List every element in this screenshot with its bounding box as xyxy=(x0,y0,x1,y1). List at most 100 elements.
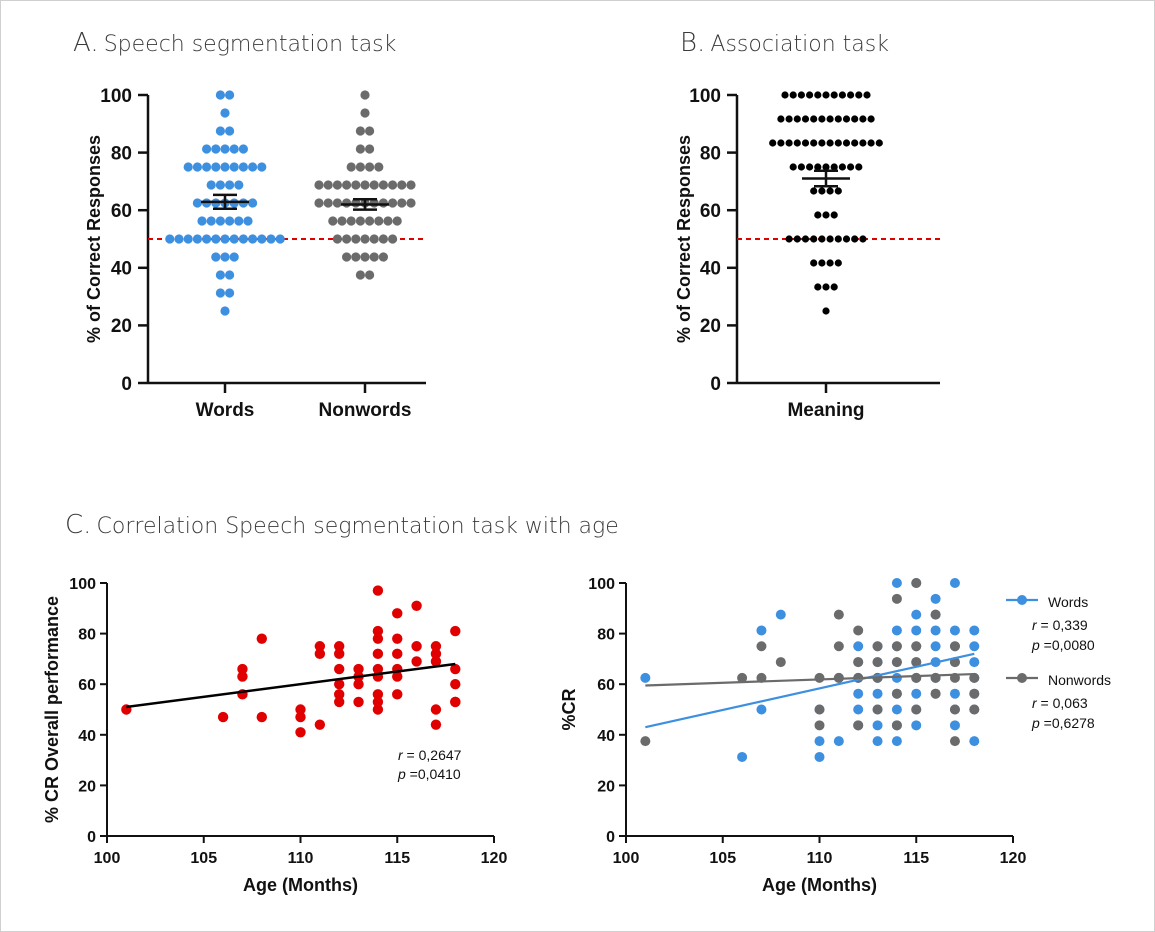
panel-c2-words-data-point xyxy=(853,688,864,699)
panel-c2-nonwords-data-point xyxy=(949,641,960,652)
panel-a-title-text: Speech segmentation task xyxy=(103,32,397,57)
panel-b-meaning-data-point xyxy=(855,91,863,99)
panel-b-meaning-data-point xyxy=(793,139,801,147)
panel-c1-data-point xyxy=(353,696,364,708)
panel-c1-data-point xyxy=(430,648,442,660)
panel-c2-x-tick-label: 115 xyxy=(903,850,929,867)
panel-a-words-data-point xyxy=(229,234,239,244)
panel-c1-x-tick-label: 120 xyxy=(481,850,508,867)
panel-b-y-tick-label: 0 xyxy=(710,374,721,395)
panel-c1-p-stat: p =0,0410 xyxy=(397,766,461,782)
panel-c1-data-point xyxy=(430,704,442,715)
panel-c2-words-data-point xyxy=(930,625,941,636)
panel-b-meaning-data-point xyxy=(834,187,842,195)
panel-c1-data-point xyxy=(372,704,384,715)
panel-a-words-data-point xyxy=(165,234,175,244)
panel-c2-nonwords-data-point xyxy=(911,641,922,652)
panel-a-nonwords-data-point xyxy=(383,216,393,226)
panel-a-words-data-point xyxy=(202,162,212,172)
panel-a-x-tick-label: Nonwords xyxy=(319,400,412,421)
panel-c1-data-point xyxy=(372,663,384,675)
panel-a-words-data-point xyxy=(248,234,258,244)
panel-c2-nonwords-data-point xyxy=(891,688,902,699)
panel-b-meaning-data-point xyxy=(818,139,826,147)
panel-c1-data-point xyxy=(392,671,403,682)
panel-b-meaning-data-point xyxy=(806,91,814,99)
panel-b-meaning-data-point xyxy=(834,235,842,243)
panel-c1-x-axis-label: Age (Months) xyxy=(243,875,358,895)
panel-c2-words-data-point xyxy=(911,720,922,731)
panel-c1-y-tick-label: 0 xyxy=(87,829,96,846)
panel-c2-words-regression-line xyxy=(645,652,975,729)
panel-a-nonwords-data-point xyxy=(328,216,338,226)
panel-c2-x-axis-label: Age (Months) xyxy=(762,875,877,895)
panel-c1-data-point xyxy=(334,663,345,675)
panel-b-meaning-data-point xyxy=(855,163,863,171)
panel-a-words-data-point xyxy=(225,270,235,280)
panel-a-words-data-point xyxy=(202,144,212,154)
panel-b-y-tick-label: 40 xyxy=(700,259,721,280)
panel-c2-legend-words-p-label: p xyxy=(1031,637,1040,653)
panel-a-nonwords-data-point xyxy=(378,234,388,244)
panel-c2-words-data-point xyxy=(891,625,902,636)
panel-a-y-tick-label: 80 xyxy=(111,143,132,164)
panel-a-words-data-point xyxy=(257,234,267,244)
panel-c2-x-tick-label: 120 xyxy=(1000,850,1027,867)
panel-a-words-data-point xyxy=(225,288,235,298)
panel-b-meaning-data-point xyxy=(826,187,834,195)
panel-a-nonwords-data-point xyxy=(346,162,356,172)
panel-c2-words-data-point xyxy=(949,688,960,699)
panel-a-nonwords-data-point xyxy=(406,180,416,190)
panel-b-meaning-data-point xyxy=(810,187,818,195)
panel-c2-legend-nonwords-p-stat: p =0,6278 xyxy=(1031,715,1095,731)
panel-c1-data-point xyxy=(353,679,364,690)
panel-c2-y-tick-label: 60 xyxy=(597,677,615,694)
panel-c2-nonwords-data-point xyxy=(833,641,844,652)
panel-a-y-tick-label: 60 xyxy=(111,201,132,222)
panel-c2-nonwords-data-point xyxy=(911,704,922,715)
panel-b-meaning-data-point xyxy=(842,139,851,147)
panel-c1-data-point xyxy=(372,625,384,637)
panel-a-words-data-point xyxy=(215,90,225,100)
panel-b-meaning-data-point xyxy=(851,115,859,123)
panel-c1-data-point xyxy=(450,625,461,637)
panel-a-y-tick-label: 20 xyxy=(111,316,132,337)
panel-a-nonwords-data-point xyxy=(365,126,375,136)
panel-b-meaning-data-point xyxy=(859,235,867,243)
panel-b-meaning-data-point xyxy=(822,307,830,315)
panel-c2-nonwords-data-point xyxy=(969,672,980,683)
panel-c2-nonwords-data-point xyxy=(814,720,825,731)
panel-c1-data-point xyxy=(372,585,384,596)
panel-a-nonwords-data-point xyxy=(355,126,365,136)
panel-b-meaning-data-point xyxy=(826,259,834,267)
panel-c2-words-data-point xyxy=(814,751,825,762)
panel-c2-nonwords-data-point xyxy=(872,704,883,715)
panel-c1-data-point xyxy=(372,689,384,700)
panel-c1-data-point xyxy=(372,696,384,708)
panel-c1-data-point xyxy=(334,648,345,660)
panel-b-meaning-data-point xyxy=(797,91,806,99)
panel-b-meaning-data-point xyxy=(830,211,838,219)
panel-a-words-data-point xyxy=(238,234,248,244)
panel-c1-p-label: p xyxy=(397,766,406,782)
panel-b-meaning-data-point xyxy=(789,91,797,99)
panel-b-meaning-data-point xyxy=(826,235,834,243)
panel-a-words-data-point xyxy=(243,216,253,226)
panel-c2-nonwords-data-point xyxy=(737,672,748,683)
panel-a-nonwords-data-point xyxy=(360,90,370,100)
panel-c1-data-point xyxy=(334,689,345,700)
panel-c-letter: C. xyxy=(65,510,92,540)
panel-c1-data-point xyxy=(314,648,326,660)
panel-b-meaning-data-point xyxy=(801,139,810,147)
panel-b-y-axis-label: % of Correct Responses xyxy=(674,135,694,343)
panel-a-words-data-point xyxy=(266,234,276,244)
panel-b-x-tick-label: Meaning xyxy=(787,400,864,421)
panel-a-words-data-point xyxy=(234,180,244,190)
panel-c1-y-axis-label: % CR Overall performance xyxy=(42,596,62,823)
panel-c2-legend-nonwords-swatch-dot xyxy=(1017,673,1027,683)
panel-c2-nonwords-data-point xyxy=(949,736,960,747)
panel-b-meaning-data-point xyxy=(818,187,826,195)
panel-c2-x-tick-label: 110 xyxy=(807,850,833,867)
panel-c2-words-data-point xyxy=(949,578,960,588)
